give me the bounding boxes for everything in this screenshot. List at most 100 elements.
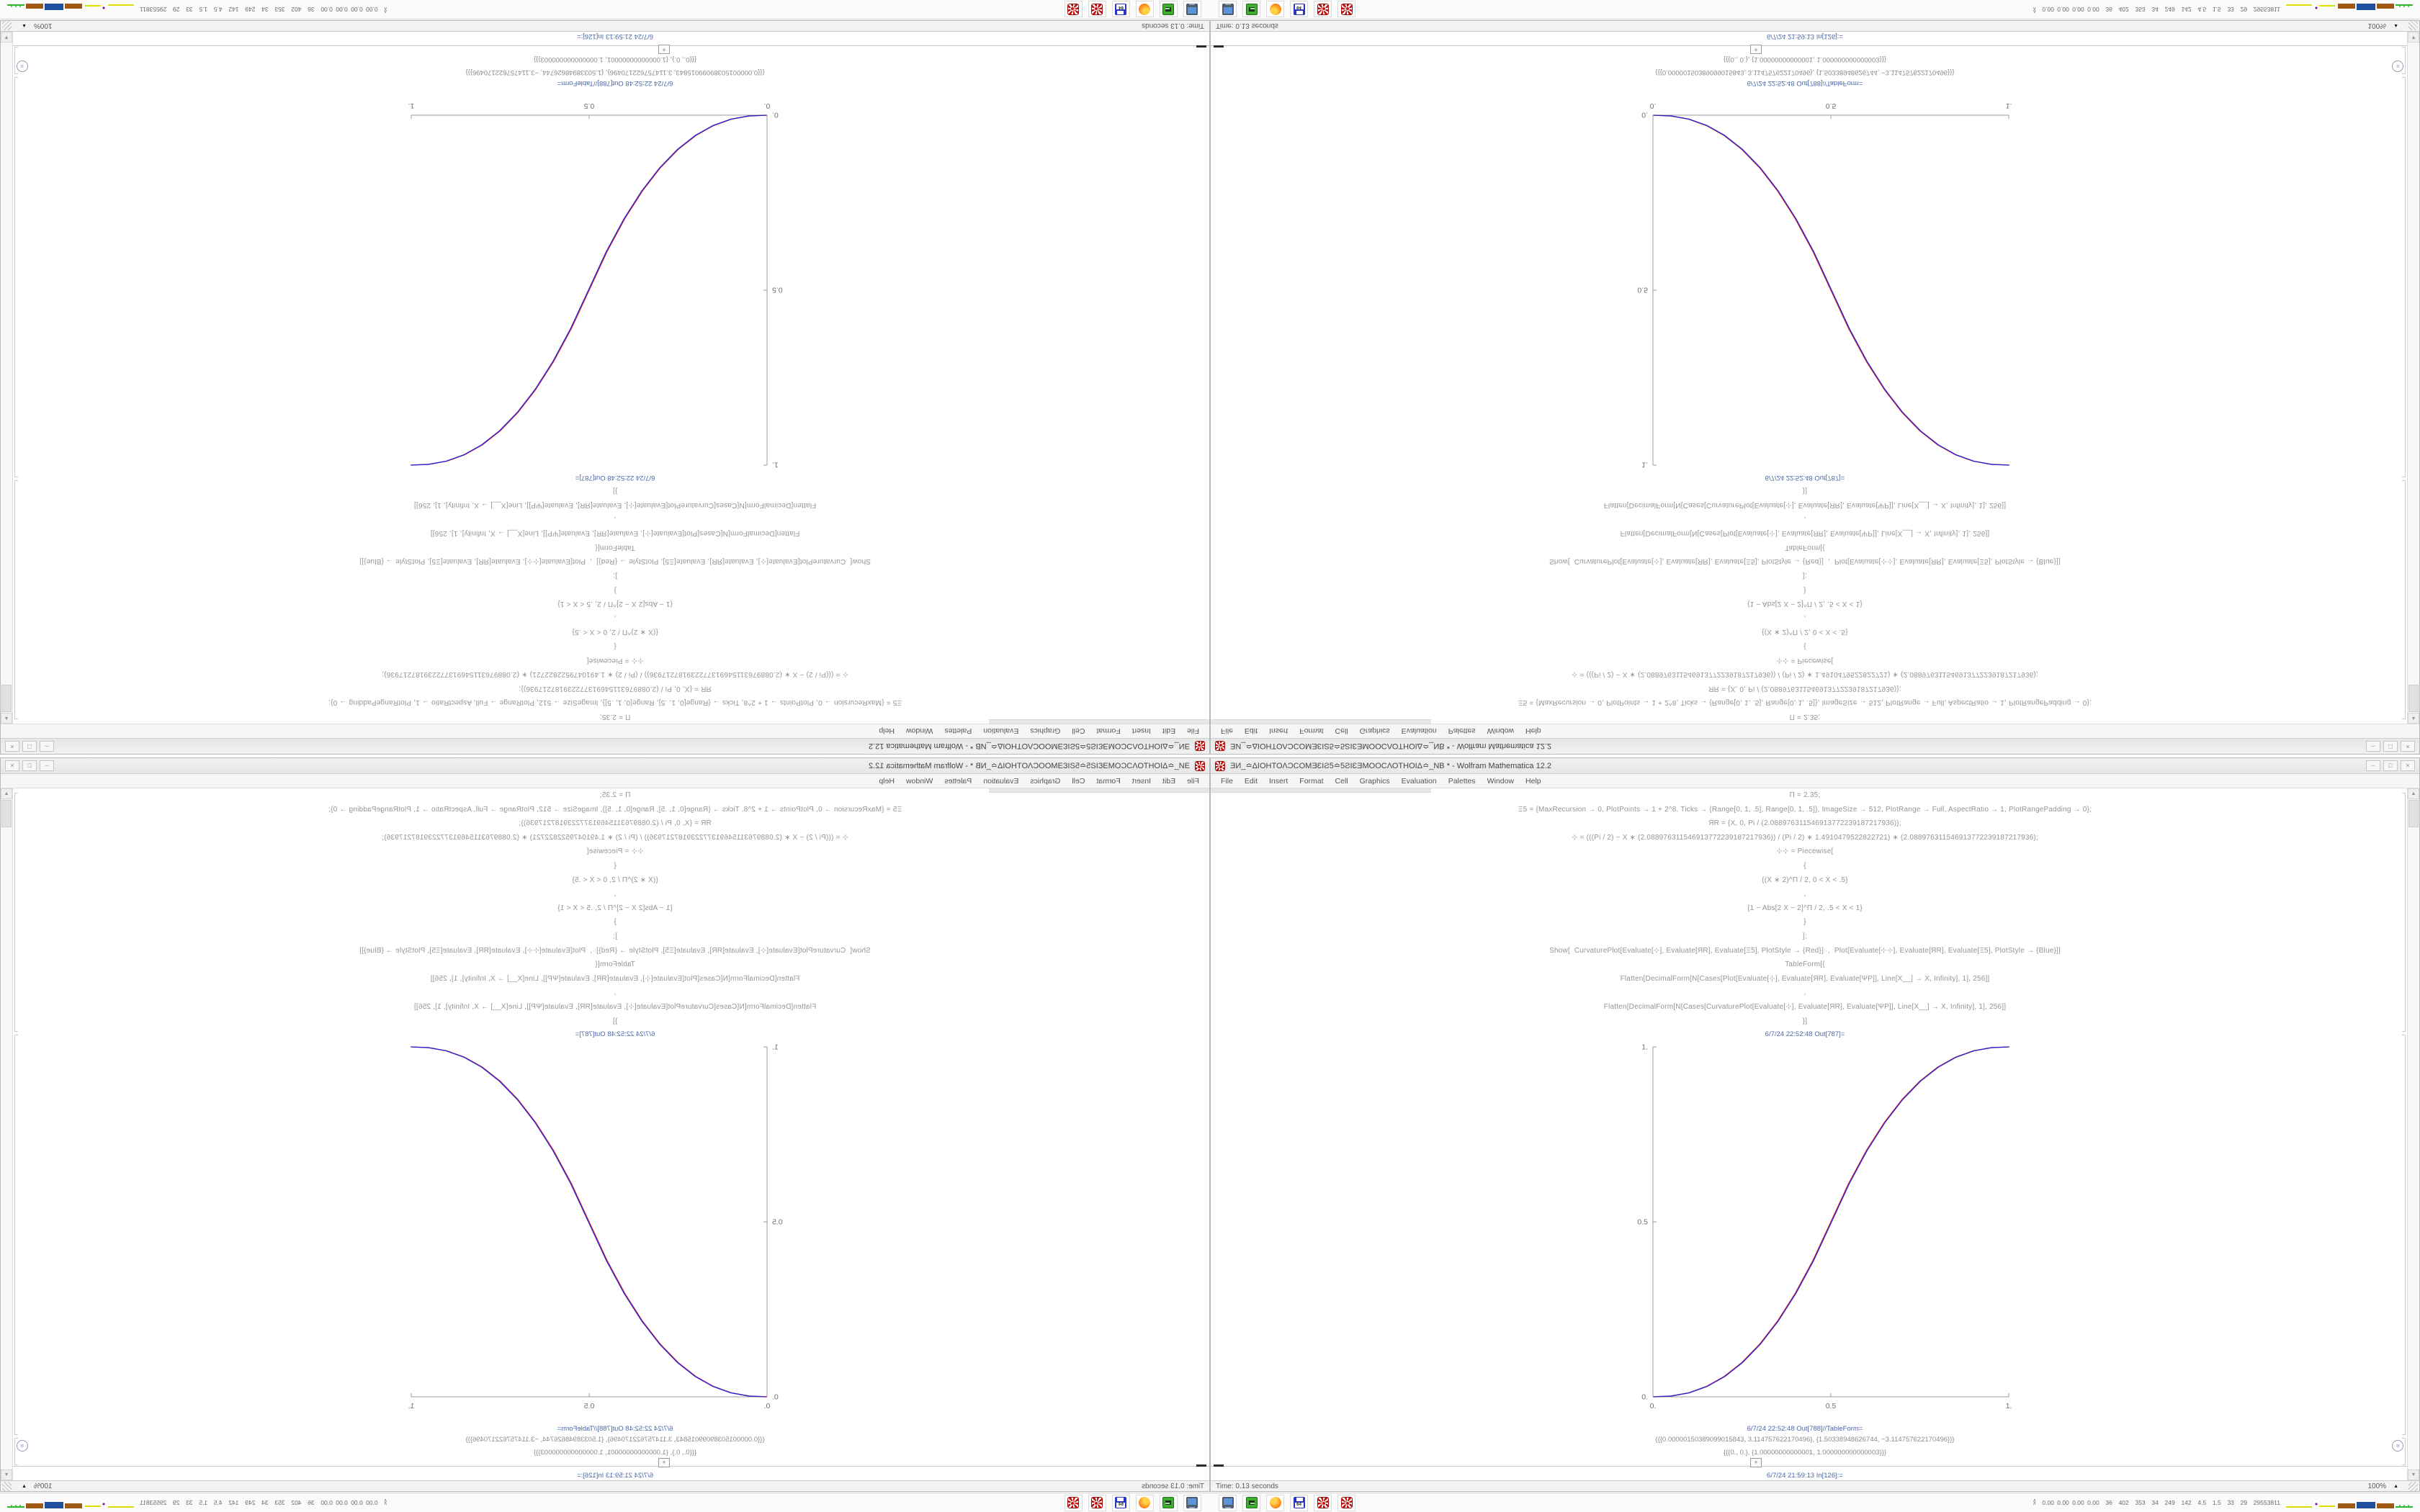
code-line[interactable]: }] xyxy=(612,1017,618,1025)
taskbar-drive-button[interactable] xyxy=(1160,1,1178,18)
menu-edit[interactable]: Edit xyxy=(1244,726,1258,736)
menu-palettes[interactable]: Palettes xyxy=(944,726,972,736)
menu-graphics[interactable]: Graphics xyxy=(1359,726,1390,736)
menu-format[interactable]: Format xyxy=(1096,776,1121,786)
code-line[interactable]: { xyxy=(614,642,617,651)
code-line[interactable]: Flatten[DecimalForm[N[Cases[CurvaturePlo… xyxy=(413,501,817,510)
taskbar-mathematica-button[interactable] xyxy=(1065,1494,1083,1511)
code-line[interactable]: ЯR = {X, 0, Pi / (2.08897631154691377223… xyxy=(519,819,712,828)
code-line[interactable]: Show[ CurvaturePlot[Evaluate[⊹], Evaluat… xyxy=(359,557,871,566)
maximize-button[interactable]: □ xyxy=(2383,760,2398,771)
code-line[interactable]: Ξ5 = {MaxRecursion → 0, PlotPoints → 1 +… xyxy=(328,698,902,707)
minimize-button[interactable]: – xyxy=(40,741,54,752)
tray-expand-icon[interactable]: ∧ ∧ xyxy=(383,6,387,14)
scroll-up-arrow[interactable]: ▲ xyxy=(1,713,12,724)
resize-grip-icon[interactable] xyxy=(2,21,12,31)
code-line[interactable]: ⊹ = (((Pi / 2) − X ∗ (2.0889763115469137… xyxy=(382,670,848,679)
code-line[interactable]: } xyxy=(1803,918,1806,927)
tray-expand-icon[interactable]: ∧ ∧ xyxy=(2033,6,2037,14)
taskbar-drive-button[interactable] xyxy=(1160,1494,1178,1511)
code-line[interactable]: }] xyxy=(1802,487,1808,495)
code-line[interactable]: ]; xyxy=(1803,932,1807,940)
code-line[interactable]: ]; xyxy=(613,932,617,940)
minimize-button[interactable]: – xyxy=(2366,760,2380,771)
scrollbar-thumb[interactable] xyxy=(2408,800,2419,827)
code-line[interactable]: Π = 2.35; xyxy=(599,791,631,799)
menu-edit[interactable]: Edit xyxy=(1162,726,1176,736)
maximize-button[interactable]: □ xyxy=(22,741,37,752)
menu-graphics[interactable]: Graphics xyxy=(1030,776,1061,786)
menu-edit[interactable]: Edit xyxy=(1244,776,1258,786)
cell-bracket[interactable] xyxy=(14,793,18,1032)
taskbar-mathematica-button[interactable] xyxy=(1088,1,1106,18)
insert-cell-plus-button[interactable]: + xyxy=(658,45,670,54)
scroll-jump-button[interactable]: » xyxy=(17,1440,28,1452)
code-line[interactable]: { xyxy=(1803,642,1806,651)
menu-palettes[interactable]: Palettes xyxy=(1448,726,1476,736)
menu-cell[interactable]: Cell xyxy=(1335,726,1348,736)
menu-insert[interactable]: Insert xyxy=(1131,726,1151,736)
cell-bracket[interactable] xyxy=(14,480,18,719)
taskbar-firefox-button[interactable] xyxy=(1136,1494,1154,1511)
code-line[interactable]: Flatten[DecimalForm[N[Cases[CurvaturePlo… xyxy=(1603,1002,2007,1011)
menu-graphics[interactable]: Graphics xyxy=(1359,776,1390,786)
scroll-up-arrow[interactable]: ▲ xyxy=(2408,713,2419,724)
cell-bracket[interactable] xyxy=(2402,47,2406,74)
cell-bracket[interactable] xyxy=(2402,1035,2406,1435)
cell-insertion-line[interactable] xyxy=(12,45,1209,46)
code-line[interactable]: Flatten[DecimalForm[N[Cases[Plot[Evaluat… xyxy=(1620,529,1990,538)
code-line[interactable]: ⊹⊹ = Piecewise[ xyxy=(586,656,644,665)
code-line[interactable]: {1 − Abs[2 X − 2]^Π / 2, .5 < X < 1} xyxy=(557,600,673,608)
zoom-level[interactable]: 100% xyxy=(2367,22,2387,30)
zoom-dropdown-icon[interactable]: ▲ xyxy=(22,1483,27,1489)
taskbar-floppy64-button[interactable]: 64 xyxy=(1290,1494,1308,1511)
code-line[interactable]: Π = 2.35; xyxy=(599,713,631,721)
menu-format[interactable]: Format xyxy=(1096,726,1121,736)
menu-evaluation[interactable]: Evaluation xyxy=(1401,776,1437,786)
code-line[interactable]: {(X ∗ 2)^Π / 2, 0 < X < .5} xyxy=(572,628,658,636)
resize-grip-icon[interactable] xyxy=(2408,1481,2418,1491)
menu-file[interactable]: File xyxy=(1187,776,1199,786)
input-code-cell[interactable]: Π = 2.35; Ξ5 = {MaxRecursion → 0, PlotPo… xyxy=(21,788,1209,1028)
code-line[interactable]: TableForm[{ xyxy=(595,543,635,552)
resize-grip-icon[interactable] xyxy=(2408,21,2418,31)
taskbar-mathematica-button[interactable] xyxy=(1337,1,1355,18)
menu-insert[interactable]: Insert xyxy=(1131,776,1151,786)
menu-cell[interactable]: Cell xyxy=(1335,776,1348,786)
code-line[interactable]: { xyxy=(1803,861,1806,870)
maximize-button[interactable]: □ xyxy=(22,760,37,771)
menu-palettes[interactable]: Palettes xyxy=(944,776,972,786)
menu-edit[interactable]: Edit xyxy=(1162,776,1176,786)
taskbar-firefox-button[interactable] xyxy=(1136,1,1154,18)
menu-insert[interactable]: Insert xyxy=(1269,776,1289,786)
code-line[interactable]: TableForm[{ xyxy=(1785,543,1825,552)
menu-cell[interactable]: Cell xyxy=(1072,776,1085,786)
insert-cell-plus-button[interactable]: + xyxy=(658,1458,670,1467)
taskbar-drive-button[interactable] xyxy=(1242,1,1260,18)
scroll-jump-button[interactable]: » xyxy=(2392,1440,2403,1452)
code-line[interactable]: ЯR = {X, 0, Pi / (2.08897631154691377223… xyxy=(1708,684,1901,693)
code-line[interactable]: Show[ CurvaturePlot[Evaluate[⊹], Evaluat… xyxy=(1549,557,2061,566)
code-line[interactable]: Ξ5 = {MaxRecursion → 0, PlotPoints → 1 +… xyxy=(1518,698,2092,707)
code-line[interactable]: ]; xyxy=(613,572,617,580)
code-line[interactable]: ⊹⊹ = Piecewise[ xyxy=(586,847,644,856)
input-code-cell[interactable]: Π = 2.35; Ξ5 = {MaxRecursion → 0, PlotPo… xyxy=(1211,484,2399,724)
zoom-level[interactable]: 100% xyxy=(2367,1482,2387,1490)
cell-bracket[interactable] xyxy=(2402,793,2406,1032)
input-code-cell[interactable]: Π = 2.35; Ξ5 = {MaxRecursion → 0, PlotPo… xyxy=(21,484,1209,724)
code-line[interactable]: , xyxy=(614,515,617,523)
scroll-jump-button[interactable]: » xyxy=(17,60,28,72)
menu-window[interactable]: Window xyxy=(905,776,933,786)
cell-bracket[interactable] xyxy=(2402,480,2406,719)
vertical-scrollbar[interactable]: ▲ ▼ xyxy=(1,32,13,724)
scroll-up-arrow[interactable]: ▲ xyxy=(1,788,12,799)
cell-insertion-line[interactable] xyxy=(1211,1466,2408,1467)
menu-insert[interactable]: Insert xyxy=(1269,726,1289,736)
menu-help[interactable]: Help xyxy=(879,776,895,786)
cell-insertion-line[interactable] xyxy=(1211,45,2408,46)
cell-insertion-line[interactable] xyxy=(12,1466,1209,1467)
code-line[interactable]: {1 − Abs[2 X − 2]^Π / 2, .5 < X < 1} xyxy=(1747,600,1863,608)
vertical-scrollbar[interactable]: ▲ ▼ xyxy=(2407,32,2419,724)
code-line[interactable]: }] xyxy=(1802,1017,1808,1025)
code-line[interactable]: Flatten[DecimalForm[N[Cases[Plot[Evaluat… xyxy=(430,974,800,983)
